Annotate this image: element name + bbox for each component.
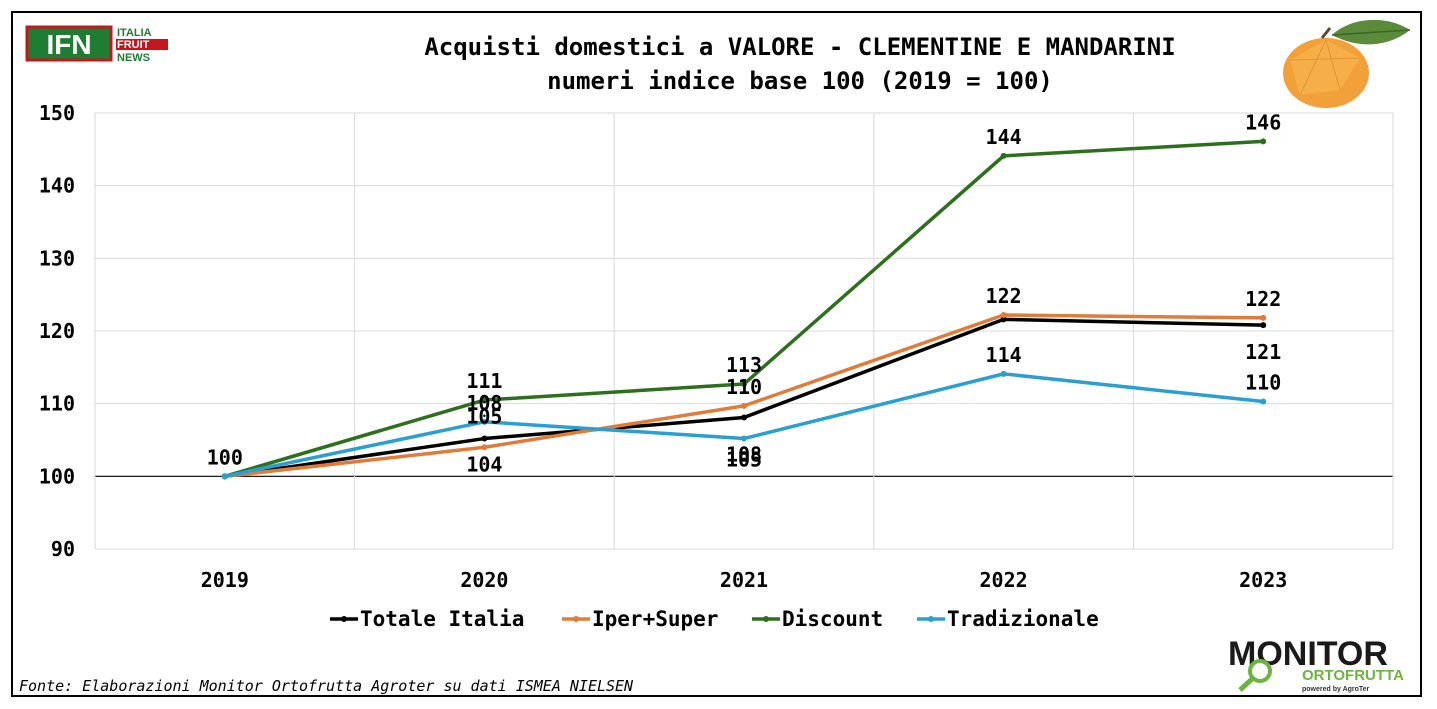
- data-point-discount: [1260, 138, 1267, 145]
- data-label-tradizionale: 105: [726, 448, 762, 472]
- plot-area: 90 100 110 120 130 140 150 2019 2020 2021 2022 2023…: [39, 101, 1394, 592]
- data-point-tradizionale: [481, 418, 488, 425]
- data-label-totale-italia: 121: [1245, 340, 1281, 364]
- data-point-iper-super: [1000, 312, 1007, 319]
- legend-label: Discount: [782, 607, 883, 631]
- y-tick-label: 120: [39, 319, 75, 343]
- monitor-logo-sub: ORTOFRUTTA: [1302, 667, 1404, 684]
- legend: Totale Italia Iper+Super Discount Tradizion…: [330, 607, 1099, 631]
- data-point-tradizionale: [221, 473, 228, 480]
- y-tick-label: 90: [51, 537, 75, 561]
- monitor-ortofrutta-logo: MONITOR ORTOFRUTTA powered by AgroTer: [1228, 635, 1404, 693]
- monitor-logo-powered: powered by AgroTer: [1302, 686, 1370, 693]
- ifn-logo-line2: FRUIT: [117, 39, 150, 51]
- data-point-tradizionale: [1260, 398, 1267, 405]
- legend-item-iper-super: Iper+Super: [562, 607, 718, 631]
- ifn-logo-line1: ITALIA: [117, 27, 152, 39]
- data-label-tradizionale: 110: [1245, 370, 1281, 394]
- x-tick-label: 2023: [1239, 568, 1287, 592]
- source-note: Fonte: Elaborazioni Monitor Ortofrutta A…: [19, 677, 634, 695]
- legend-label: Tradizionale: [947, 607, 1099, 631]
- data-label-totale-italia: 108: [726, 442, 762, 466]
- data-label-discount: 144: [986, 125, 1022, 149]
- ifn-logo: IFN ITALIA FRUIT NEWS: [25, 25, 168, 64]
- x-tick-label: 2022: [980, 568, 1028, 592]
- legend-label: Iper+Super: [592, 607, 718, 631]
- ifn-logo-letters: IFN: [46, 29, 91, 60]
- chart-title: Acquisti domestici a VALORE - CLEMENTINE…: [424, 33, 1175, 61]
- magnifier-icon: [1248, 659, 1272, 683]
- data-point-discount: [481, 397, 488, 404]
- data-point-iper-super: [1260, 314, 1267, 321]
- x-tick-label: 2020: [460, 568, 508, 592]
- data-label-discount: 146: [1245, 110, 1281, 134]
- data-label-iper-super: 110: [726, 375, 762, 399]
- legend-marker: [341, 616, 347, 622]
- data-point-iper-super: [481, 444, 488, 451]
- data-label-tradizionale: 114: [986, 343, 1022, 367]
- legend-item-discount: Discount: [752, 607, 883, 631]
- data-point-totale-italia: [741, 414, 747, 421]
- data-label-discount: 111: [466, 369, 502, 393]
- data-label-discount: 113: [726, 353, 762, 377]
- mandarin-icon: [1283, 19, 1411, 108]
- legend-marker: [928, 616, 934, 622]
- data-point-iper-super: [741, 402, 747, 409]
- y-tick-label: 130: [39, 246, 75, 270]
- data-label-iper-super: 122: [1245, 287, 1281, 311]
- chart-subtitle: numeri indice base 100 (2019 = 100): [547, 67, 1053, 95]
- series-line-discount: [224, 139, 1264, 479]
- legend-marker: [763, 616, 769, 622]
- legend-label: Totale Italia: [360, 607, 524, 631]
- y-tick-label: 140: [39, 174, 75, 198]
- legend-marker: [573, 616, 579, 622]
- data-point-totale-italia: [481, 435, 488, 442]
- legend-item-totale-italia: Totale Italia: [330, 607, 524, 631]
- data-point-discount: [1000, 152, 1007, 159]
- monitor-logo-word: MONITOR: [1228, 635, 1388, 673]
- y-tick-label: 110: [39, 392, 75, 416]
- data-label-iper-super: 122: [986, 284, 1022, 308]
- data-point-tradizionale: [1000, 370, 1007, 377]
- data-point-discount: [741, 381, 747, 388]
- data-label-iper-super: 104: [466, 452, 502, 476]
- x-tick-label: 2019: [201, 568, 249, 592]
- y-tick-label: 150: [39, 101, 75, 125]
- x-tick-label: 2021: [720, 568, 768, 592]
- legend-item-tradizionale: Tradizionale: [917, 607, 1099, 631]
- data-point-totale-italia: [1260, 322, 1267, 329]
- data-point-tradizionale: [741, 435, 747, 442]
- data-point-totale-italia: [1000, 316, 1007, 323]
- chart-frame: [11, 11, 1422, 697]
- data-label-totale-italia: 105: [466, 405, 502, 429]
- data-label-tradizionale: 100: [207, 445, 243, 469]
- y-tick-label: 100: [39, 464, 75, 488]
- ifn-logo-line3: NEWS: [117, 52, 150, 64]
- data-label-tradizionale: 108: [466, 391, 502, 415]
